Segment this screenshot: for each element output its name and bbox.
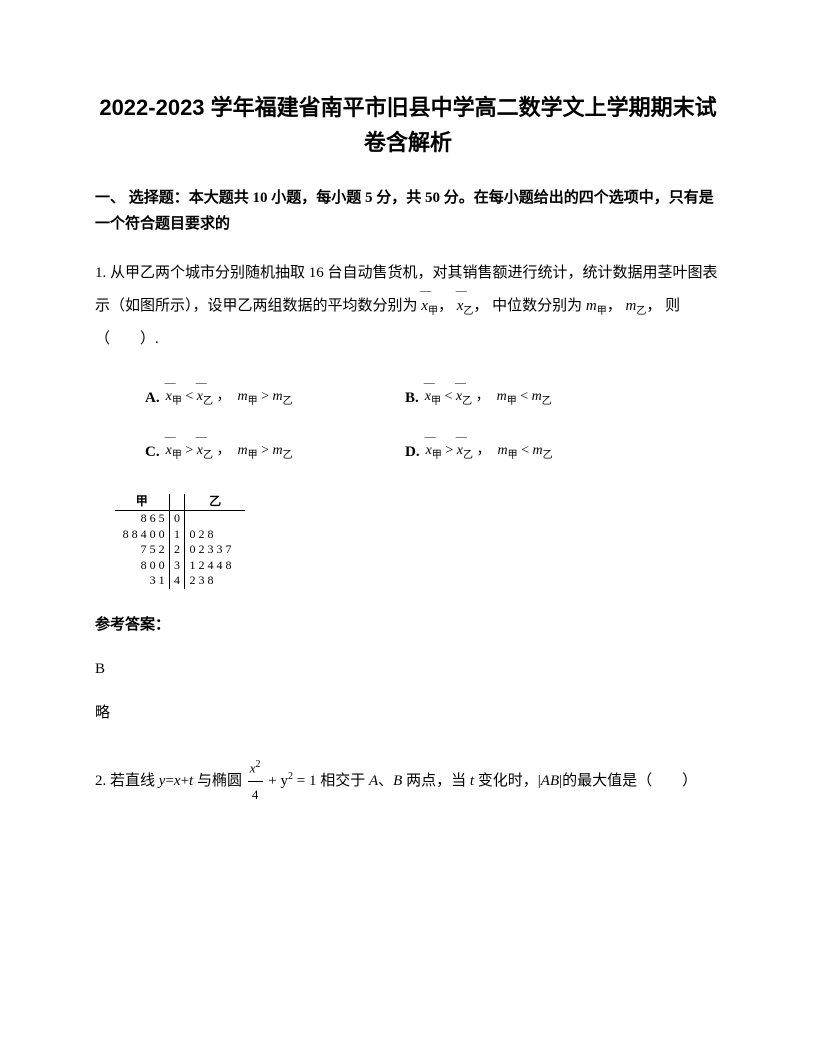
sl-left: 8 6 5: [115, 511, 170, 527]
option-b-label: B.: [405, 386, 419, 410]
q1-text-p2: ，: [438, 298, 453, 314]
stem-leaf-header: 甲 乙: [115, 494, 245, 511]
answer-label: 参考答案：: [95, 613, 721, 637]
sl-right: [185, 511, 245, 527]
sl-row-4: 3 1 4 2 3 8: [115, 573, 245, 589]
q2-A: A: [369, 773, 378, 789]
q2-AB: AB: [541, 773, 559, 789]
sl-right: 2 3 8: [185, 573, 245, 589]
q2-B: B: [393, 773, 402, 789]
q2-p1: 若直线: [110, 773, 159, 789]
option-d-expr: x甲 > x乙 ， m甲 < m乙: [426, 440, 553, 464]
q1-label: 1.: [95, 265, 110, 281]
q2-rest: + y2 = 1: [268, 773, 316, 789]
question-1: 1. 从甲乙两个城市分别随机抽取 16 台自动售货机，对其销售额进行统计，统计数…: [95, 257, 721, 356]
section-header: 一、 选择题：本大题共 10 小题，每小题 5 分，共 50 分。在每小题给出的…: [95, 186, 721, 237]
option-b-expr: x甲 < x乙 ， m甲 < m乙: [425, 386, 552, 410]
q2-p7: |的最大值是（ ）: [559, 773, 697, 789]
option-a: A. x甲 < x乙 ， m甲 > m乙: [145, 386, 405, 410]
q1-text: 1. 从甲乙两个城市分别随机抽取 16 台自动售货机，对其销售额进行统计，统计数…: [95, 265, 718, 347]
sl-left: 7 5 2: [115, 542, 170, 558]
q1-xbar-jia: x甲: [421, 298, 438, 314]
sl-stem: 4: [170, 573, 186, 589]
sl-row-0: 8 6 5 0: [115, 511, 245, 527]
sl-left: 3 1: [115, 573, 170, 589]
sl-right: 1 2 4 4 8: [185, 558, 245, 574]
option-a-label: A.: [145, 386, 160, 410]
q2-p3: 相交于: [320, 773, 369, 789]
option-c-label: C.: [145, 440, 160, 464]
sl-stem: 0: [170, 511, 186, 527]
options-row-1: A. x甲 < x乙 ， m甲 > m乙 B. x甲 < x乙 ， m甲 < m…: [95, 386, 721, 410]
option-d-label: D.: [405, 440, 420, 464]
sl-header-left: 甲: [115, 494, 170, 510]
sl-left: 8 8 4 0 0: [115, 527, 170, 543]
q1-text-p3: ， 中位数分别为: [473, 298, 582, 314]
sl-header-right: 乙: [185, 494, 245, 510]
q2-p4: 、: [378, 773, 393, 789]
question-2: 2. 若直线 y=x+t 与椭圆 x2 4 + y2 = 1 相交于 A、B 两…: [95, 755, 721, 808]
q2-p6: 变化时，|: [474, 773, 541, 789]
q1-xbar-yi: x乙: [457, 298, 474, 314]
q2-label: 2.: [95, 773, 110, 789]
q2-eq: =: [165, 773, 173, 789]
q2-x: x: [174, 773, 181, 789]
q1-m-jia: m甲: [586, 298, 607, 314]
sl-right: 0 2 8: [185, 527, 245, 543]
option-c-expr: x甲 > x乙 ， m甲 > m乙: [166, 440, 293, 464]
frac-den: 4: [248, 782, 263, 808]
q2-plus: +: [181, 773, 189, 789]
q2-p2: 与椭圆: [193, 773, 246, 789]
stem-leaf-plot: 甲 乙 8 6 5 0 8 8 4 0 0 1 0 2 8 7 5 2 2 0 …: [95, 494, 721, 589]
sl-row-1: 8 8 4 0 0 1 0 2 8: [115, 527, 245, 543]
sl-row-2: 7 5 2 2 0 2 3 3 7: [115, 542, 245, 558]
q2-p5: 两点，当: [402, 773, 470, 789]
brief: 略: [95, 701, 721, 725]
frac-num: x2: [248, 755, 263, 782]
q1-m-yi: m乙: [626, 298, 647, 314]
q1-text-p1: 从甲乙两个城市分别随机抽取 16 台自动售货机，对其销售额进行统计，统计数据用茎…: [95, 265, 718, 314]
sl-stem: 1: [170, 527, 186, 543]
sl-header-stem: [170, 494, 186, 510]
sl-stem: 3: [170, 558, 186, 574]
sl-left: 8 0 0: [115, 558, 170, 574]
option-a-expr: x甲 < x乙 ， m甲 > m乙: [166, 386, 293, 410]
option-c: C. x甲 > x乙 ， m甲 > m乙: [145, 440, 405, 464]
page-title: 2022-2023 学年福建省南平市旧县中学高二数学文上学期期末试卷含解析: [95, 90, 721, 160]
sl-stem: 2: [170, 542, 186, 558]
option-d: D. x甲 > x乙 ， m甲 < m乙: [405, 440, 665, 464]
option-b: B. x甲 < x乙 ， m甲 < m乙: [405, 386, 665, 410]
q2-fraction: x2 4: [248, 755, 263, 808]
q1-text-p4: ，: [607, 298, 622, 314]
sl-row-3: 8 0 0 3 1 2 4 4 8: [115, 558, 245, 574]
answer: B: [95, 657, 721, 681]
options-row-2: C. x甲 > x乙 ， m甲 > m乙 D. x甲 > x乙 ， m甲 < m…: [95, 440, 721, 464]
sl-right: 0 2 3 3 7: [185, 542, 245, 558]
